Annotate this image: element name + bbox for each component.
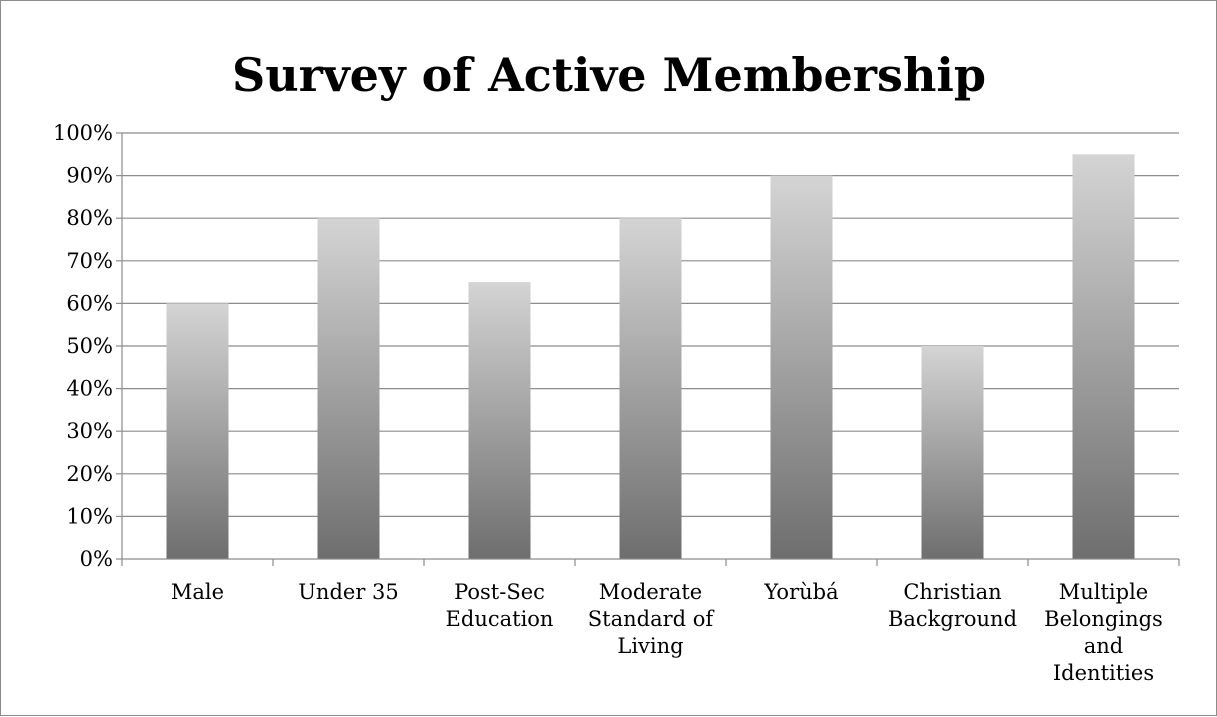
y-tick-label: 10% (66, 504, 113, 528)
x-category-label-line: Moderate (599, 580, 702, 604)
y-tick-labels: 0% 10% 20% 30% 40% 50% 60% 70% 80% 90% 100% (53, 121, 113, 571)
y-tick-label: 70% (66, 249, 113, 273)
chart-title: Survey of Active Membership (232, 48, 986, 102)
x-category-label: Christian Background (888, 580, 1017, 631)
bar (770, 175, 833, 559)
x-category-label-line: Education (446, 607, 554, 631)
bar (317, 218, 380, 559)
x-category-label-line: Background (888, 607, 1017, 631)
y-tick-label: 60% (66, 291, 113, 315)
y-tick-label: 20% (66, 462, 113, 486)
bar (1072, 154, 1135, 560)
x-category-label: Yorùbá (763, 580, 838, 604)
x-category-label-line: Yorùbá (763, 580, 838, 604)
y-tick-label: 40% (66, 377, 113, 401)
bar (468, 282, 531, 559)
x-category-label-line: Standard of (588, 607, 716, 631)
bar (921, 346, 984, 559)
y-tick-label: 90% (66, 164, 113, 188)
x-category-label: Moderate Standard of Living (588, 580, 716, 658)
bar (619, 218, 682, 559)
x-category-label-line: Under 35 (298, 580, 399, 604)
x-category-label-line: and (1084, 634, 1124, 658)
x-category-label: Under 35 (298, 580, 399, 604)
x-category-label: Male (171, 580, 224, 604)
x-category-label-line: Living (617, 634, 683, 658)
y-tick-label: 30% (66, 419, 113, 443)
x-category-label-line: Multiple (1059, 580, 1149, 604)
x-category-label: Multiple Belongings and Identities (1044, 580, 1163, 685)
y-tick-label: 80% (66, 206, 113, 230)
x-category-label-line: Identities (1053, 661, 1154, 685)
x-category-label: Post-Sec Education (446, 580, 554, 631)
y-tick-label: 50% (66, 334, 113, 358)
axes (116, 132, 1180, 566)
x-category-label-line: Post-Sec (454, 580, 545, 604)
x-category-label-line: Christian (903, 580, 1001, 604)
bar (166, 303, 229, 559)
x-category-label-line: Male (171, 580, 224, 604)
y-tick-label: 100% (53, 121, 113, 145)
x-category-labels: Male Under 35 Post-Sec Education Moderate Sta… (171, 580, 1163, 685)
x-category-label-line: Belongings (1044, 607, 1163, 631)
bars (166, 154, 1135, 560)
y-tick-label: 0% (80, 547, 113, 571)
